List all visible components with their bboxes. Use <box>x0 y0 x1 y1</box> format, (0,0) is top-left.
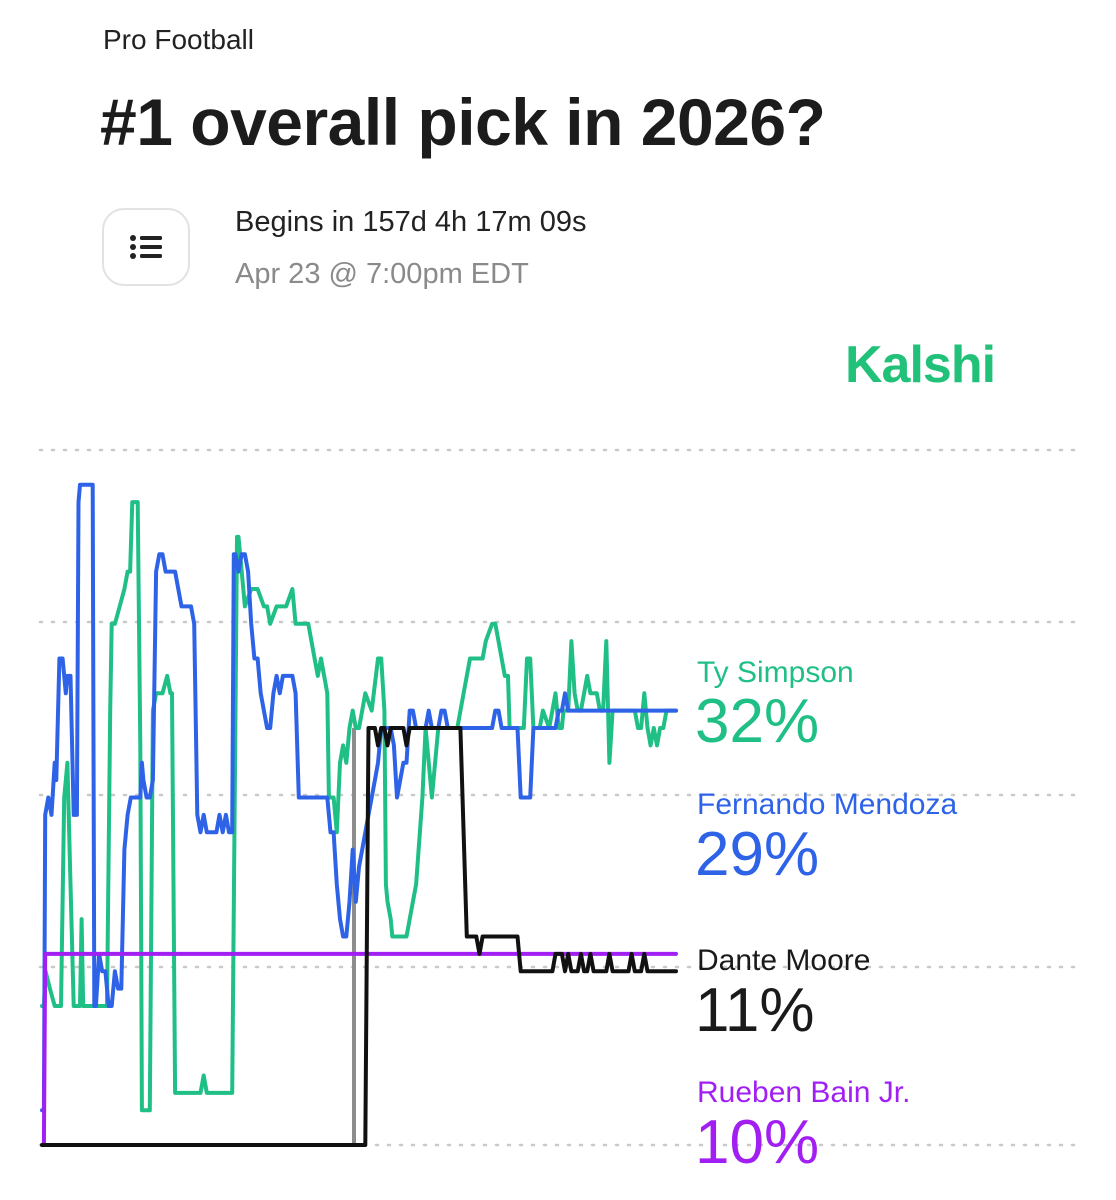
legend-name-dante-moore: Dante Moore <box>697 944 870 977</box>
event-date: Apr 23 @ 7:00pm EDT <box>235 258 529 290</box>
series-line-dante-moore <box>40 726 678 1147</box>
kalshi-logo: Kalshi <box>845 336 996 394</box>
legend-percent-rueben-bain-jr: 10% <box>695 1108 819 1177</box>
category-label: Pro Football <box>103 24 254 55</box>
series-line-ty-simpson <box>40 500 678 1113</box>
countdown-text: Begins in 157d 4h 17m 09s <box>235 206 587 238</box>
legend-name-fernando-mendoza: Fernando Mendoza <box>697 788 957 821</box>
series-line-rueben-bain-jr <box>40 951 678 1147</box>
legend-percent-fernando-mendoza: 29% <box>695 820 819 889</box>
legend-name-ty-simpson: Ty Simpson <box>697 656 854 689</box>
legend-name-rueben-bain-jr: Rueben Bain Jr. <box>697 1076 910 1109</box>
series-line-fernando-mendoza <box>40 482 678 1113</box>
legend-percent-ty-simpson: 32% <box>695 687 819 756</box>
list-icon <box>130 235 162 259</box>
menu-button[interactable] <box>102 208 190 286</box>
page-title: #1 overall pick in 2026? <box>100 85 826 159</box>
legend-percent-dante-moore: 11% <box>695 976 815 1045</box>
